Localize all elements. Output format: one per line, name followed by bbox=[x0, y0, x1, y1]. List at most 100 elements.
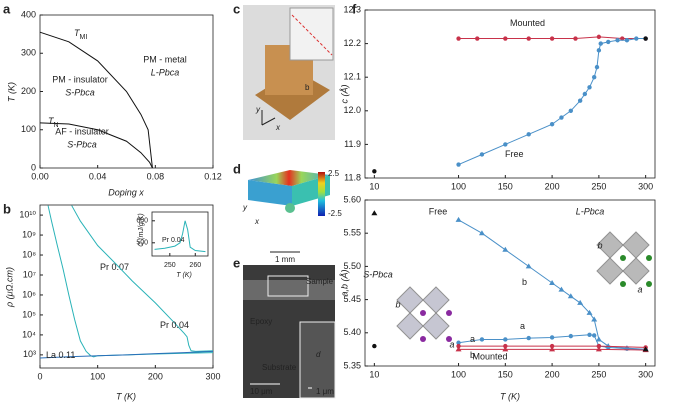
series-name: T bbox=[74, 28, 81, 38]
annotation: a bbox=[637, 284, 642, 294]
annotation: b bbox=[597, 240, 602, 250]
photo-label: x bbox=[275, 123, 281, 132]
panel-letter: a bbox=[3, 1, 11, 16]
y-tick-label: 12.0 bbox=[343, 105, 361, 115]
sem-label: 1 μm bbox=[316, 387, 334, 396]
point bbox=[479, 337, 485, 342]
point bbox=[577, 98, 583, 103]
annotation: PM - metal bbox=[143, 54, 187, 64]
series-label: La 0.11 bbox=[46, 350, 75, 360]
sem-label: Epoxy bbox=[250, 317, 272, 326]
x-tick-label: 100 bbox=[90, 371, 105, 381]
series-line bbox=[39, 122, 153, 169]
point bbox=[526, 36, 531, 41]
point bbox=[549, 36, 555, 41]
series-subscript: MI bbox=[80, 34, 88, 41]
sem-inset bbox=[299, 321, 336, 399]
x-tick-label: 150 bbox=[498, 181, 513, 191]
annotation: Free bbox=[429, 206, 448, 216]
point bbox=[558, 286, 565, 292]
point bbox=[526, 132, 531, 137]
sem-label: Sample bbox=[306, 277, 334, 286]
point bbox=[596, 34, 602, 40]
point bbox=[591, 75, 597, 80]
series-line bbox=[71, 205, 214, 352]
point bbox=[455, 346, 462, 352]
y-tick-label: 10⁷ bbox=[23, 269, 36, 279]
annotation: L-Pbca bbox=[576, 206, 605, 216]
x-tick-label: 300 bbox=[205, 371, 220, 381]
series-name: a bbox=[470, 334, 475, 344]
annotation: PM - insulator bbox=[52, 74, 108, 84]
y-axis-label: C (mJ/g.K) bbox=[138, 213, 145, 246]
series-name: T bbox=[48, 116, 55, 126]
point bbox=[634, 36, 639, 41]
x-tick-label: 100 bbox=[451, 181, 466, 191]
photo-label: b bbox=[305, 83, 310, 92]
atom bbox=[646, 281, 652, 287]
y-tick-label: 12.3 bbox=[343, 4, 361, 14]
point bbox=[582, 91, 588, 97]
octahedron bbox=[622, 231, 650, 259]
series-line bbox=[154, 220, 206, 253]
x-tick-label: 0.04 bbox=[89, 171, 107, 181]
axes-frame bbox=[364, 9, 656, 179]
block-top bbox=[248, 170, 330, 186]
y-tick-label: 11.8 bbox=[344, 172, 361, 182]
point bbox=[624, 38, 630, 43]
point bbox=[598, 41, 603, 46]
x-tick-label: 250 bbox=[591, 181, 606, 191]
point bbox=[503, 142, 508, 147]
point bbox=[456, 36, 461, 41]
point bbox=[595, 346, 602, 352]
series-line bbox=[458, 38, 646, 166]
point bbox=[525, 263, 532, 269]
y-tick-label: 300 bbox=[21, 48, 36, 58]
x-tick-label: 10 bbox=[369, 369, 379, 379]
annotation: L-Pbca bbox=[151, 67, 180, 77]
point bbox=[479, 152, 485, 157]
atom bbox=[646, 255, 652, 261]
series-line bbox=[39, 31, 153, 169]
series-label: TN bbox=[48, 116, 59, 128]
octahedron bbox=[396, 286, 424, 314]
point bbox=[475, 36, 480, 41]
x-tick-label: 0.00 bbox=[31, 171, 49, 181]
point bbox=[549, 122, 555, 127]
x-tick-label: 300 bbox=[638, 369, 653, 379]
point bbox=[456, 343, 461, 349]
colorbar-label: 2.5 bbox=[328, 169, 340, 178]
point bbox=[549, 280, 556, 285]
series-name: a bbox=[520, 321, 525, 331]
octahedron bbox=[422, 286, 450, 314]
point bbox=[503, 343, 508, 349]
y-tick-label: 100 bbox=[21, 124, 36, 134]
series-name: Mounted bbox=[510, 18, 545, 28]
point bbox=[594, 64, 600, 70]
y-tick-label: 5.40 bbox=[343, 327, 361, 337]
point bbox=[502, 246, 509, 252]
octahedron bbox=[622, 257, 650, 285]
series-line bbox=[458, 334, 646, 350]
series-label: a bbox=[520, 321, 525, 331]
y-tick-label: 5.35 bbox=[343, 360, 361, 370]
series-name: La 0.11 bbox=[46, 350, 75, 360]
inset-bg bbox=[138, 208, 212, 276]
x-axis-label: T (K) bbox=[116, 391, 136, 401]
point bbox=[502, 346, 509, 352]
point bbox=[606, 39, 611, 45]
x-tick-label: 200 bbox=[545, 369, 560, 379]
x-tick-label: 250 bbox=[164, 262, 176, 269]
atom bbox=[620, 281, 626, 287]
point bbox=[615, 38, 620, 43]
x-tick-label: 10 bbox=[369, 181, 379, 191]
point bbox=[591, 316, 598, 322]
x-tick-label: 0.08 bbox=[147, 171, 165, 181]
y-tick-label: 10⁶ bbox=[22, 289, 36, 299]
y-tick-label: 11.9 bbox=[344, 139, 361, 149]
y-tick-label: 600 bbox=[136, 218, 148, 225]
annotation: S-Pbca bbox=[65, 87, 95, 97]
point bbox=[577, 299, 584, 305]
point bbox=[372, 169, 377, 174]
point bbox=[549, 346, 556, 352]
